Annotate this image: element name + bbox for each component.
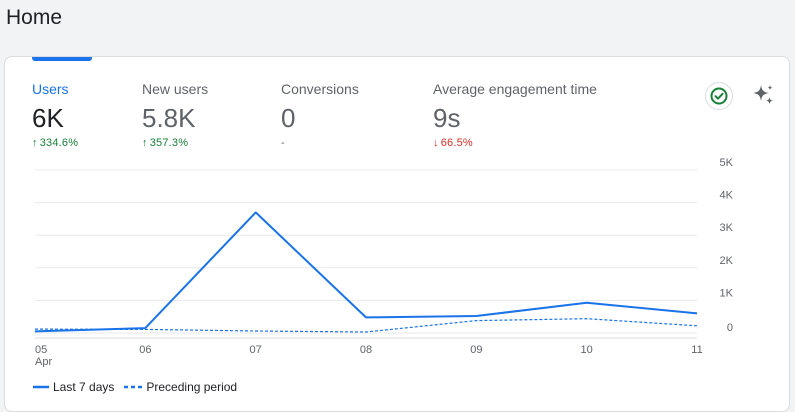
y-tick-label: 1K	[720, 287, 734, 299]
active-tab-indicator	[32, 57, 92, 61]
arrow-up-icon: ↑	[32, 137, 38, 149]
metric-value: 0	[281, 103, 296, 133]
metric-label: Average engagement time	[433, 81, 597, 97]
dashed-line-swatch	[124, 385, 143, 389]
solid-line-swatch	[33, 385, 49, 389]
metric-tab-users[interactable]: Users 6K ↑ 334.6%	[32, 81, 78, 149]
metric-change-value: 334.6%	[39, 137, 79, 149]
y-tick-label: 5K	[720, 157, 734, 169]
metric-change: ↑ 334.6%	[32, 137, 78, 149]
metric-value: 6K	[32, 103, 64, 133]
legend-item-last-7-days[interactable]: Last 7 days	[33, 380, 114, 394]
y-tick-label: 4K	[720, 190, 734, 202]
x-tick-label: 06	[139, 344, 151, 356]
x-tick-label: 05	[35, 344, 47, 356]
legend-item-preceding-period[interactable]: Preceding period	[124, 380, 237, 394]
ai-insights-button[interactable]	[749, 81, 777, 109]
metric-value: 9s	[433, 103, 461, 133]
metric-value: 5.8K	[142, 103, 196, 133]
metric-change: -	[281, 137, 359, 149]
metric-tab-conversions[interactable]: Conversions 0 -	[281, 81, 359, 149]
check-circle-icon	[710, 87, 728, 105]
x-tick-label: 11	[691, 344, 702, 356]
metric-change: ↑ 357.3%	[142, 137, 208, 149]
metric-tab-avg-engagement[interactable]: Average engagement time 9s ↓ 66.5%	[433, 81, 597, 149]
insights-button[interactable]	[705, 82, 733, 110]
metric-label: Users	[32, 81, 69, 97]
arrow-down-icon: ↓	[433, 137, 439, 149]
series-line-preceding-period	[34, 318, 698, 333]
x-tick-sublabel: Apr	[35, 356, 52, 367]
metric-change-value: 357.3%	[149, 137, 189, 149]
y-tick-label: 0	[727, 322, 733, 334]
y-tick-label: 2K	[720, 255, 734, 267]
metric-tab-new-users[interactable]: New users 5.8K ↑ 357.3%	[142, 81, 208, 149]
chart-legend: Last 7 days Preceding period	[33, 380, 237, 394]
x-tick-label: 09	[470, 344, 482, 356]
sparkle-icon	[753, 85, 773, 105]
metric-label: Conversions	[281, 81, 359, 97]
arrow-up-icon: ↑	[142, 137, 148, 149]
metric-change: ↓ 66.5%	[433, 137, 597, 149]
legend-label: Preceding period	[146, 380, 238, 394]
overview-card: Users 6K ↑ 334.6% New users 5.8K ↑ 357.3% …	[4, 56, 790, 412]
metric-change-value: 66.5%	[440, 137, 473, 149]
metric-change-value: -	[281, 137, 285, 149]
series-line-last-7-days	[34, 211, 698, 333]
legend-label: Last 7 days	[53, 380, 115, 394]
x-tick-label: 08	[360, 344, 372, 356]
x-tick-label: 10	[581, 344, 593, 356]
y-tick-label: 3K	[720, 222, 734, 234]
x-tick-label: 07	[250, 344, 262, 356]
metric-label: New users	[142, 81, 209, 97]
page-title: Home	[6, 6, 63, 29]
